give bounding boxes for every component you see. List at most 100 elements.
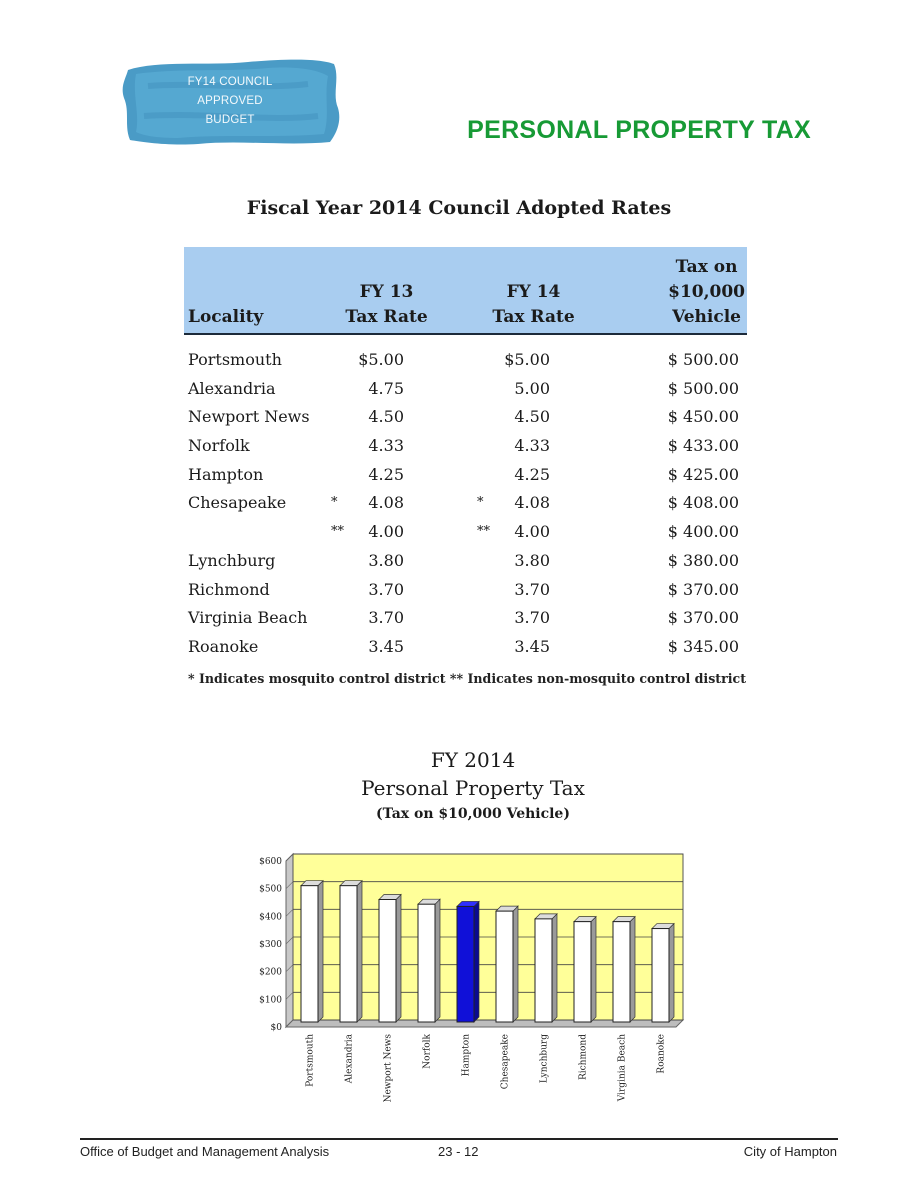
chart-gridline-side xyxy=(285,853,294,862)
table-row: Richmond 3.70 3.70 $ 370.00 xyxy=(184,576,747,605)
cell-fy14: 5.00 xyxy=(514,378,550,398)
table-row: Newport News 4.50 4.50 $ 450.00 xyxy=(184,403,747,432)
x-category-label: Newport News xyxy=(384,1034,394,1103)
bar-richmond xyxy=(573,921,592,1023)
col-fy13-line1: FY 13 xyxy=(359,282,414,302)
chart-gridline-side xyxy=(285,964,294,972)
chart-title-line2: Personal Property Tax xyxy=(361,776,585,800)
cell-fy13: 3.70 xyxy=(368,579,404,599)
y-tick-label: $300 xyxy=(259,940,282,950)
x-category-label: Chesapeake xyxy=(501,1034,511,1089)
bar-newport-news xyxy=(378,899,397,1023)
property-tax-bar-chart: $600 $500 $400 $300 $200 $100 $0 Portsmouth Alex… xyxy=(259,852,685,1103)
cell-fy13: 4.08 xyxy=(368,493,404,513)
table-row: Roanoke 3.45 3.45 $ 345.00 xyxy=(184,633,747,662)
rates-footnote: * Indicates mosquito control district **… xyxy=(188,671,747,686)
cell-fy14: 4.08 xyxy=(514,493,550,513)
cell-tax: $ 400.00 xyxy=(667,522,739,542)
chart-gridline-side xyxy=(285,1019,294,1028)
bar-side xyxy=(590,915,597,1023)
table-row: Portsmouth $5.00 $5.00 $ 500.00 xyxy=(184,346,747,375)
cell-fy14-mark: ** xyxy=(477,524,490,540)
table-row: Norfolk 4.33 4.33 $ 433.00 xyxy=(184,432,747,461)
cell-fy14: 4.50 xyxy=(514,407,550,427)
cell-fy13: 4.00 xyxy=(368,522,404,542)
x-category-label: Norfolk xyxy=(423,1033,433,1068)
badge-line-3: BUDGET xyxy=(205,113,255,126)
chart-gridline-side xyxy=(285,909,294,917)
x-category-label: Lynchburg xyxy=(540,1034,550,1083)
y-tick-label: $0 xyxy=(271,1023,283,1033)
col-fy14-line2: Tax Rate xyxy=(492,307,575,327)
chart-title-line1: FY 2014 xyxy=(430,748,516,772)
badge-line-1: FY14 COUNCIL xyxy=(187,75,273,88)
bar-side xyxy=(629,915,636,1023)
y-tick-label: $600 xyxy=(259,857,282,867)
cell-fy13: 3.45 xyxy=(368,636,404,656)
footer-office: Office of Budget and Management Analysis xyxy=(80,1144,330,1159)
col-tax: Tax on $10,000 Vehicle xyxy=(668,255,745,330)
x-category-label: Hampton xyxy=(462,1034,472,1077)
cell-tax: $ 500.00 xyxy=(667,378,739,398)
bar-chesapeake xyxy=(495,910,514,1023)
col-tax-line1: Tax on xyxy=(675,257,738,277)
bar-hampton xyxy=(456,905,475,1023)
cell-tax: $ 370.00 xyxy=(667,608,739,628)
bar-side xyxy=(395,893,402,1023)
cell-locality: Hampton xyxy=(188,464,264,484)
cell-fy14-mark: * xyxy=(477,495,484,511)
rates-table-body: Portsmouth $5.00 $5.00 $ 500.00 Alexandria 4… xyxy=(184,346,747,662)
cell-fy14: 3.70 xyxy=(514,579,550,599)
cell-fy13-mark: * xyxy=(331,495,338,511)
cell-fy14: $5.00 xyxy=(504,350,550,369)
cell-locality: Lynchburg xyxy=(188,550,276,570)
bar-roanoke xyxy=(651,928,670,1023)
cell-fy14: 4.33 xyxy=(514,436,550,456)
bar-norfolk xyxy=(417,903,436,1023)
y-tick-label: $400 xyxy=(259,912,282,922)
x-category-label: Virginia Beach xyxy=(618,1034,628,1102)
cell-fy13: 3.80 xyxy=(368,550,404,570)
table-row: Chesapeake * 4.08 * 4.08 $ 408.00 xyxy=(184,489,747,518)
page-title: PERSONAL PROPERTY TAX xyxy=(467,116,811,144)
cell-fy13: 3.70 xyxy=(368,608,404,628)
cell-locality: Roanoke xyxy=(188,636,259,656)
col-fy14-line1: FY 14 xyxy=(506,282,561,302)
cell-locality: Portsmouth xyxy=(188,350,282,369)
x-category-label: Roanoke xyxy=(657,1034,667,1074)
chart-gridline-side xyxy=(285,936,294,945)
footer-divider xyxy=(80,1138,838,1140)
cell-fy14: 3.45 xyxy=(514,636,550,656)
x-category-label: Alexandria xyxy=(345,1033,355,1084)
table-row: ** 4.00 ** 4.00 $ 400.00 xyxy=(184,518,747,547)
cell-tax: $ 370.00 xyxy=(667,579,739,599)
cell-fy13: 4.25 xyxy=(368,464,404,484)
cell-tax: $ 380.00 xyxy=(667,550,739,570)
cell-locality: Chesapeake xyxy=(188,493,287,513)
chart-gridline-side xyxy=(285,881,294,889)
table-row: Alexandria 4.75 5.00 $ 500.00 xyxy=(184,375,747,404)
chart-title-line3: (Tax on $10,000 Vehicle) xyxy=(376,806,570,822)
col-fy13: FY 13 Tax Rate xyxy=(339,280,434,330)
cell-fy14: 3.70 xyxy=(514,608,550,628)
rates-table-header: Locality FY 13 Tax Rate FY 14 Tax Rate T… xyxy=(184,247,747,335)
cell-fy13: 4.75 xyxy=(368,378,404,398)
bar-virginia-beach xyxy=(612,921,631,1023)
cell-fy14: 4.25 xyxy=(514,464,550,484)
cell-tax: $ 345.00 xyxy=(667,636,739,656)
bar-lynchburg xyxy=(534,918,553,1023)
bar-portsmouth xyxy=(300,885,319,1023)
cell-fy13: $5.00 xyxy=(358,350,404,369)
x-category-label: Richmond xyxy=(579,1034,589,1080)
cell-locality: Newport News xyxy=(188,407,310,427)
bar-side xyxy=(512,905,519,1023)
footer-page-number: 23 - 12 xyxy=(438,1144,479,1159)
cell-fy13: 4.33 xyxy=(368,436,404,456)
cell-locality: Virginia Beach xyxy=(188,608,308,628)
col-tax-line3: Vehicle xyxy=(672,307,741,327)
cell-tax: $ 408.00 xyxy=(667,493,739,513)
col-fy13-line2: Tax Rate xyxy=(345,307,428,327)
rates-table-title: Fiscal Year 2014 Council Adopted Rates xyxy=(246,197,672,219)
table-row: Lynchburg 3.80 3.80 $ 380.00 xyxy=(184,547,747,576)
cell-locality: Alexandria xyxy=(188,378,276,398)
